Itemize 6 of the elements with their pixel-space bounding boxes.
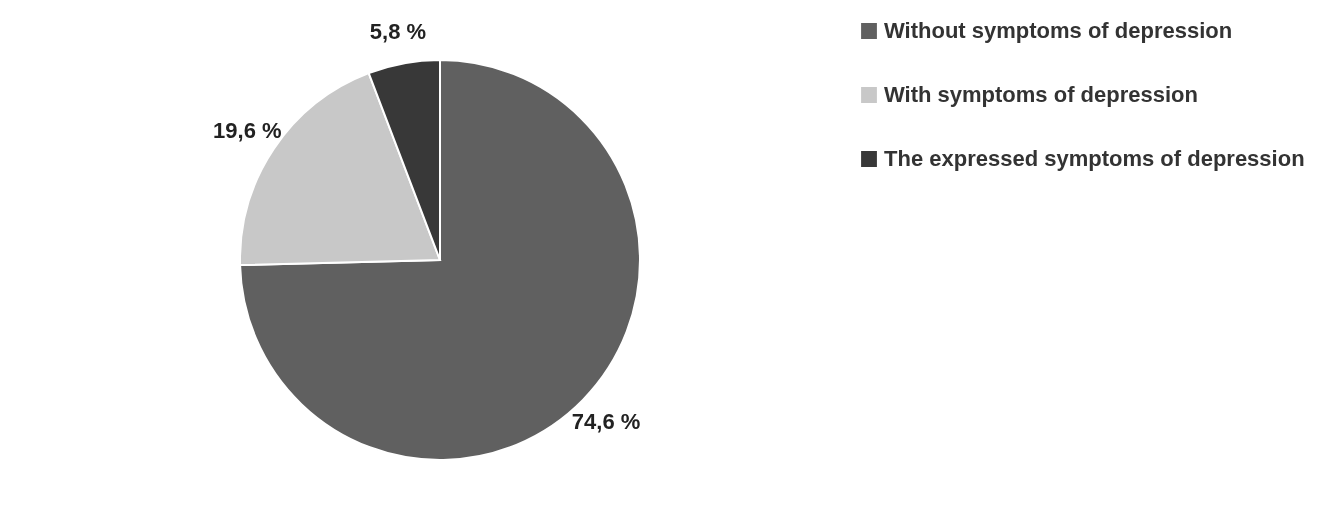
legend-label: With symptoms of depression [884, 82, 1198, 107]
data-label: 74,6 % [571, 408, 641, 434]
legend-label: The expressed symptoms of depression [884, 146, 1305, 171]
data-label: 5,8 % [369, 18, 427, 44]
data-label: 19,6 % [213, 117, 282, 143]
legend-label: Without symptoms of depression [884, 18, 1233, 43]
